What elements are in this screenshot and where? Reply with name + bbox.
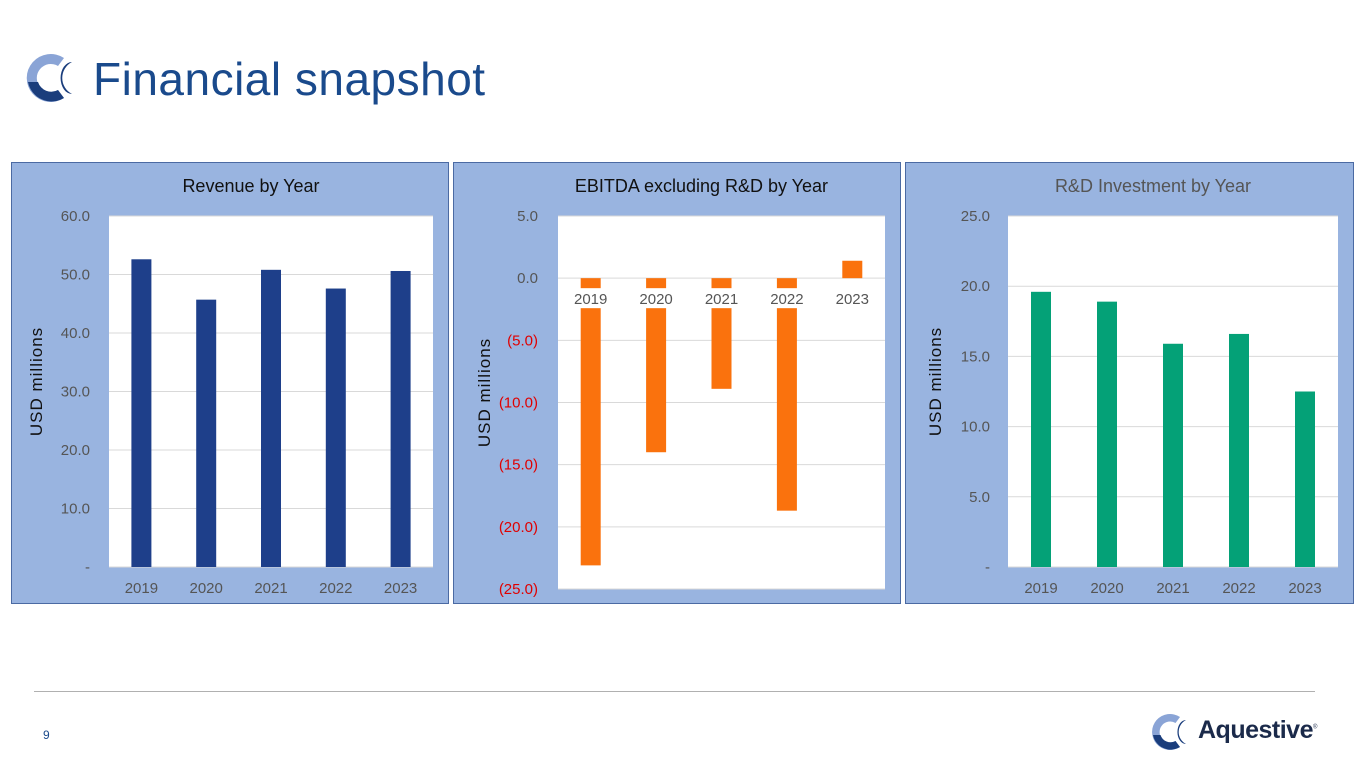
ebitda-x-tick-label: 2022 [770, 291, 803, 308]
revenue-x-tick-label: 2021 [254, 580, 287, 597]
rnd-y-axis-label: USD millions [926, 327, 945, 436]
revenue-bar-2023 [390, 270, 411, 567]
rnd-y-tick-label: 5.0 [969, 489, 990, 506]
ebitda-chart: EBITDA excluding R&D by Year (25.0) (20.0)… [475, 176, 885, 598]
aquestive-brand-icon [1152, 714, 1186, 750]
revenue-chart-title: Revenue by Year [182, 176, 319, 196]
revenue-y-tick-label: 50.0 [61, 267, 90, 284]
ebitda-bar-2020 [646, 278, 667, 453]
ebitda-x-tick-label: 2023 [836, 291, 869, 308]
ebitda-y-tick-label: (5.0) [507, 332, 538, 349]
rnd-bar-2023 [1295, 391, 1315, 567]
ebitda-y-tick-label: (25.0) [499, 581, 538, 598]
revenue-y-tick-label: 40.0 [61, 325, 90, 342]
revenue-bar-2020 [196, 299, 217, 567]
ebitda-x-tick-label: 2020 [639, 291, 672, 308]
rnd-x-tick-label: 2019 [1024, 580, 1057, 597]
ebitda-x-label-bg [764, 288, 809, 309]
ebitda-x-label-bg [568, 288, 613, 309]
brand-name: Aquestive® [1198, 716, 1317, 744]
revenue-chart: Revenue by Year - 10.0 20.0 30.0 40.0 50.0 60.0… [27, 176, 433, 597]
ebitda-y-tick-label: (20.0) [499, 519, 538, 536]
revenue-bar-2021 [261, 269, 281, 567]
rnd-x-tick-label: 2020 [1090, 580, 1123, 597]
rnd-chart-panel: R&D Investment by Year - 5.0 10.0 15.0 20.0 25… [905, 162, 1354, 604]
rnd-chart: R&D Investment by Year - 5.0 10.0 15.0 20.0 25… [926, 176, 1338, 597]
revenue-x-tick-label: 2019 [125, 580, 158, 597]
revenue-y-tick-label: 30.0 [61, 384, 90, 401]
revenue-x-tick-label: 2023 [384, 580, 417, 597]
revenue-x-tick-label: 2020 [190, 580, 223, 597]
ebitda-chart-title: EBITDA excluding R&D by Year [575, 176, 828, 196]
rnd-bar-2021 [1163, 343, 1183, 567]
revenue-y-tick-label: 10.0 [61, 501, 90, 518]
ebitda-y-tick-label: (15.0) [499, 457, 538, 474]
ebitda-bar-2023 [842, 260, 863, 279]
page-number: 9 [43, 728, 50, 742]
rnd-chart-title: R&D Investment by Year [1055, 176, 1251, 196]
rnd-bar-2019 [1031, 291, 1051, 567]
rnd-bar-2020 [1097, 301, 1117, 567]
ebitda-y-tick-label: (10.0) [499, 395, 538, 412]
ebitda-x-label-bg [699, 288, 744, 309]
ebitda-x-label-bg [634, 288, 679, 309]
ebitda-bar-2019 [580, 278, 601, 566]
rnd-y-tick-label: 20.0 [961, 278, 990, 295]
ebitda-bar-2022 [776, 278, 797, 511]
revenue-bar-2022 [325, 288, 346, 567]
rnd-bar-2022 [1229, 333, 1249, 567]
revenue-y-tick-label: 60.0 [61, 208, 90, 225]
revenue-y-tick-label: 20.0 [61, 442, 90, 459]
revenue-y-axis-label: USD millions [27, 327, 46, 436]
revenue-y-tick-label: - [85, 559, 90, 576]
rnd-y-tick-label: 25.0 [961, 208, 990, 225]
revenue-bar-2019 [131, 259, 152, 567]
ebitda-y-axis-label: USD millions [475, 338, 494, 447]
ebitda-x-tick-label: 2021 [705, 291, 738, 308]
page-title: Financial snapshot [93, 53, 486, 105]
rnd-x-tick-label: 2022 [1222, 580, 1255, 597]
revenue-x-tick-label: 2022 [319, 580, 352, 597]
rnd-y-tick-label: 10.0 [961, 419, 990, 436]
rnd-y-tick-label: - [985, 559, 990, 576]
rnd-x-tick-label: 2023 [1288, 580, 1321, 597]
ebitda-y-tick-label: 5.0 [517, 208, 538, 225]
ebitda-y-tick-label: 0.0 [517, 270, 538, 287]
rnd-y-tick-label: 15.0 [961, 348, 990, 365]
ebitda-x-label-bg [830, 288, 875, 309]
footer-divider [34, 691, 1315, 692]
revenue-chart-panel: Revenue by Year - 10.0 20.0 30.0 40.0 50.0 60.0… [11, 162, 449, 604]
aquestive-logo-icon [26, 54, 72, 102]
ebitda-chart-panel: EBITDA excluding R&D by Year (25.0) (20.0)… [453, 162, 901, 604]
rnd-x-tick-label: 2021 [1156, 580, 1189, 597]
ebitda-x-tick-label: 2019 [574, 291, 607, 308]
